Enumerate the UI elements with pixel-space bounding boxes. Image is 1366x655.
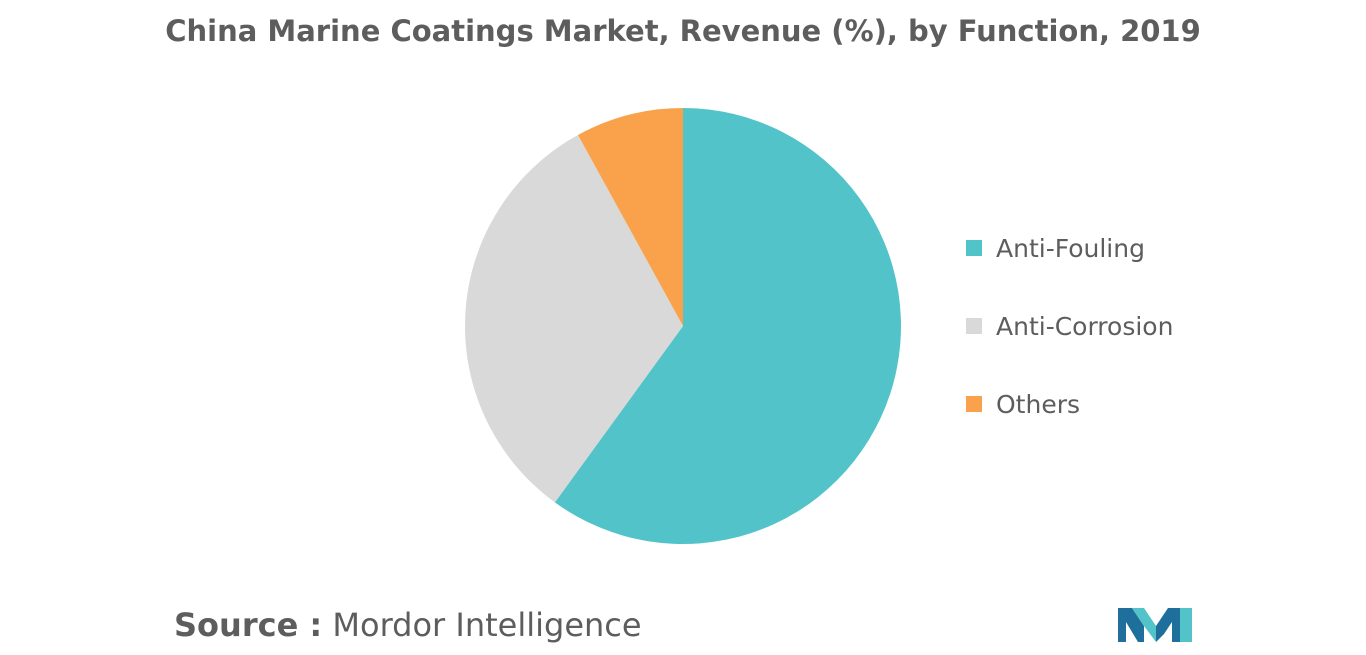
legend-item-others: Others [966,384,1173,424]
pie-slice-anti-corrosion [464,134,683,503]
legend-label-anti-fouling: Anti-Fouling [996,233,1145,263]
legend-swatch-anti-fouling [966,240,982,256]
pie-slice-others [577,108,683,326]
chart-legend: Anti-Fouling Anti-Corrosion Others [966,228,1173,462]
legend-label-anti-corrosion: Anti-Corrosion [996,311,1174,341]
legend-swatch-others [966,396,982,412]
legend-swatch-anti-corrosion [966,318,982,334]
legend-label-others: Others [996,389,1081,419]
chart-title: China Marine Coatings Market, Revenue (%… [165,14,1201,48]
source-text: Source : Mordor Intelligence [174,606,642,644]
legend-item-anti-corrosion: Anti-Corrosion [966,306,1173,346]
source-prefix: Source : [174,606,323,644]
legend-item-anti-fouling: Anti-Fouling [966,228,1173,268]
pie-slice-anti-fouling [554,108,902,545]
mordor-intelligence-logo-icon [1118,608,1192,642]
source-name: Mordor Intelligence [322,606,642,644]
